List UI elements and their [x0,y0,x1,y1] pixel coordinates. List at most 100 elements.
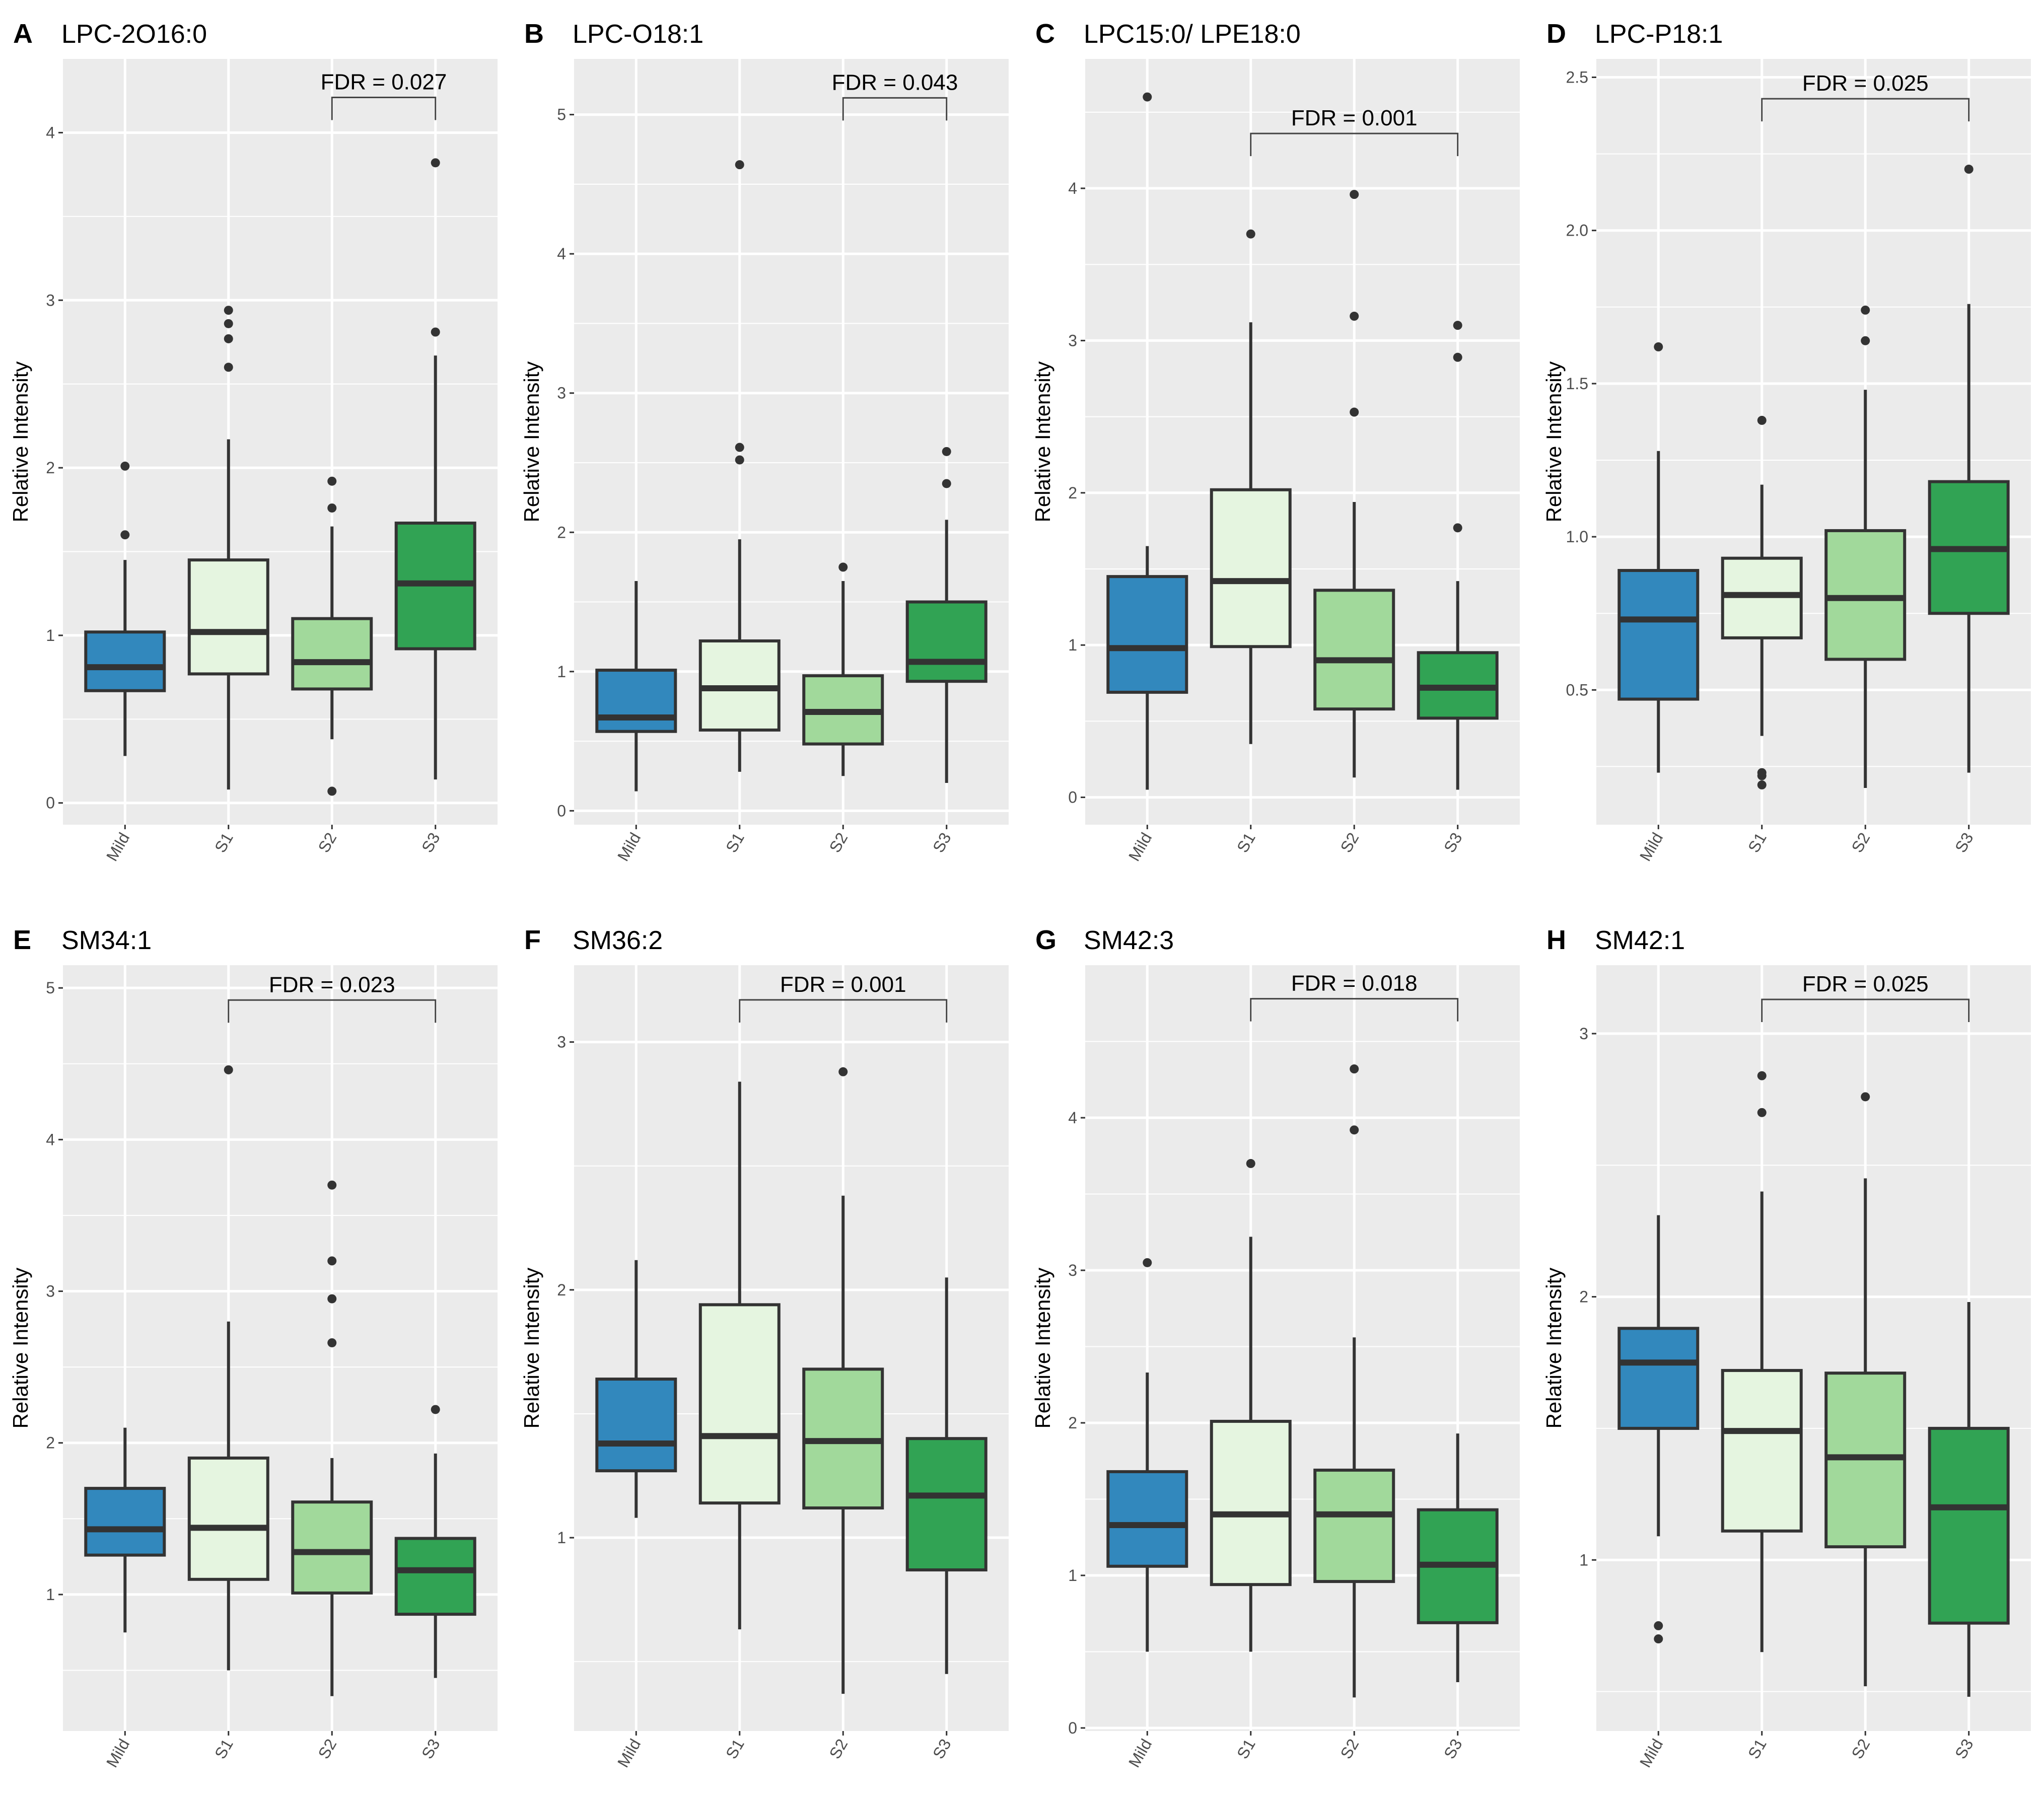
fdr-label: FDR = 0.025 [1802,71,1929,96]
box-s3 [394,158,476,780]
box-s3 [1928,1302,2010,1697]
outlier-point [1350,407,1359,417]
x-tick-label: S3 [929,830,955,856]
plot-background [1596,59,2031,825]
outlier-point [1757,415,1767,425]
box-s2 [291,476,373,796]
y-tick-label: 0 [46,794,55,812]
box-s1 [187,306,269,790]
box-iqr [1210,488,1292,648]
outlier-point [1350,190,1359,199]
panel-title: LPC15:0/ LPE18:0 [1084,20,1301,49]
outlier-point [1757,1071,1767,1080]
box-s1 [698,160,781,772]
box-s1 [187,1065,269,1671]
outlier-point [1654,1634,1663,1644]
box-mild [1106,92,1188,790]
fdr-label: FDR = 0.025 [1802,972,1929,996]
box-s3 [905,1277,988,1674]
box-iqr [291,1500,373,1595]
outlier-point [735,443,744,452]
box-iqr [187,1456,269,1581]
box-iqr [1928,1426,2010,1625]
panel-f: F SM36:2 1 2 3 Relative Intensity Mild S1 S2 S3 FD… [520,925,1009,1770]
outlier-point [1246,229,1255,239]
box-iqr [595,669,677,733]
y-tick-label: 3 [557,1033,566,1051]
x-tick-label: S1 [1233,1736,1259,1762]
y-tick-label: 3 [1068,331,1077,349]
x-tick-label: S3 [1440,830,1466,856]
y-tick-label: 1 [557,663,566,681]
box-iqr [1313,1468,1395,1583]
outlier-point [1143,1258,1152,1267]
outlier-point [327,1180,337,1190]
significance-bracket [1761,998,1970,1022]
box-mild [595,581,677,791]
fdr-label: FDR = 0.001 [1291,106,1418,130]
fdr-label: FDR = 0.018 [1291,971,1418,996]
x-tick-label: Mild [103,830,133,864]
y-tick-label: 2 [557,1281,566,1299]
box-iqr [1721,1368,1803,1533]
y-tick-label: 4 [1068,1109,1077,1127]
outlier-point [224,1065,233,1074]
significance-bracket [1250,998,1459,1022]
box-mild [84,461,166,756]
outlier-point [838,1067,848,1076]
y-tick-label: 5 [46,979,55,997]
y-tick-label: 4 [557,245,566,263]
x-tick-label: S3 [1951,1736,1977,1762]
x-tick-label: S2 [315,1736,340,1762]
box-iqr [84,630,166,692]
box-mild [1617,1215,1700,1644]
x-tick-label: Mild [1125,1736,1156,1771]
y-tick-label: 2 [46,459,55,477]
panel-b: B LPC-O18:1 0 1 2 3 4 5 Relative Intensity Mild S1… [520,19,1009,864]
y-tick-label: 1 [46,1585,55,1604]
outlier-point [224,319,233,328]
y-tick-label: 4 [46,123,55,141]
box-iqr [698,1303,781,1505]
outlier-point [735,455,744,465]
box-iqr [291,617,373,691]
significance-bracket [228,999,437,1023]
significance-bracket [1250,132,1459,157]
panel-letter: A [13,19,33,49]
x-tick-label: S2 [1848,1736,1874,1762]
x-tick-label: Mild [103,1736,133,1771]
y-tick-label: 3 [46,1282,55,1301]
box-s1 [698,1082,781,1630]
x-tick-label: S3 [418,1736,444,1762]
box-mild [84,1427,166,1633]
y-tick-label: 1 [46,626,55,644]
plot-background [63,965,498,1731]
y-axis-label: Relative Intensity [520,1268,543,1429]
outlier-point [327,476,337,486]
y-tick-label: 3 [1579,1025,1588,1043]
box-s3 [1928,165,2010,773]
plot-background [63,59,498,825]
panel-title: SM42:1 [1595,926,1685,955]
y-axis-label: Relative Intensity [1031,1268,1054,1429]
box-s3 [394,1405,476,1678]
y-tick-label: 1 [1579,1551,1588,1569]
x-tick-label: S2 [315,830,340,856]
outlier-point [1453,523,1462,533]
fdr-label: FDR = 0.023 [269,972,395,997]
x-tick-label: S2 [1337,1736,1363,1762]
panel-title: LPC-O18:1 [573,20,703,49]
x-tick-label: S1 [211,1736,237,1762]
box-s3 [1417,321,1499,790]
significance-bracket [331,97,437,120]
outlier-point [1350,1064,1359,1074]
y-tick-label: 2 [1068,484,1077,502]
outlier-point [735,160,744,170]
x-tick-label: S2 [826,1736,852,1762]
y-tick-label: 2.5 [1566,68,1588,87]
x-tick-label: Mild [1636,830,1667,864]
panel-letter: F [524,925,541,955]
outlier-point [1861,1092,1870,1102]
y-tick-label: 4 [46,1130,55,1148]
y-tick-label: 0 [1068,788,1077,807]
